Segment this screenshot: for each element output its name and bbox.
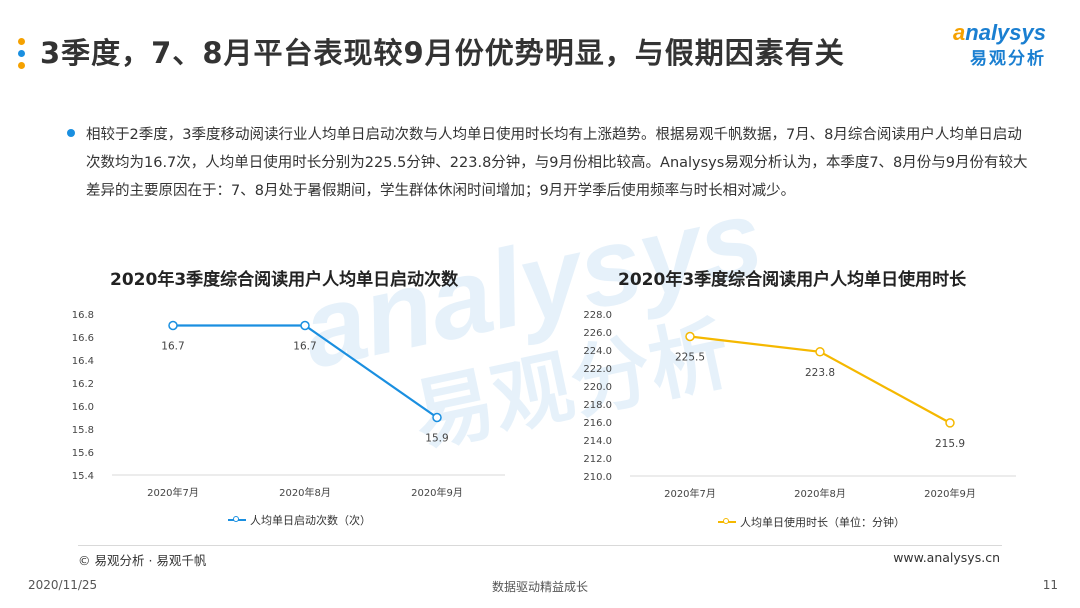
chart-1-y-tick-7: 16.8 (72, 310, 94, 321)
report-date: 2020/11/25 (28, 578, 98, 592)
title-dot-1 (18, 38, 25, 45)
source-credit: © 易观分析 · 易观千帆 (78, 553, 207, 568)
chart-2-y-tick-9: 228.0 (583, 310, 612, 321)
summary-paragraph: 相较于2季度，3季度移动阅读行业人均单日启动次数与人均单日使用时长均有上涨趋势。… (86, 127, 1028, 199)
chart-2-data-label-0: 225.5 (675, 352, 705, 364)
chart-2-y-tick-1: 212.0 (583, 454, 612, 465)
chart-2-legend: 人均单日使用时长（单位：分钟） (718, 514, 905, 530)
title-decoration-dots (18, 38, 26, 74)
chart-2-usage-time: 210.0 212.0 214.0 216.0 218.0 220.0 222.0 224.0… (583, 310, 1016, 500)
chart-2-y-tick-7: 224.0 (583, 346, 612, 357)
chart-2-title: 2020年3季度综合阅读用户人均单日使用时长 (618, 270, 967, 290)
chart-1-point-1 (300, 320, 310, 331)
logo-cn-text: 易观分析 (970, 49, 1046, 69)
title-dot-2 (18, 50, 25, 57)
chart-2-y-tick-2: 214.0 (583, 436, 612, 447)
chart-1-y-tick-2: 15.8 (72, 425, 94, 436)
chart-1-legend-label: 人均单日启动次数（次） (250, 514, 371, 527)
chart-1-x-tick-0: 2020年7月 (147, 486, 199, 499)
chart-1-data-label-0: 16.7 (161, 341, 184, 353)
footer-divider (78, 545, 1002, 546)
chart-2-y-tick-6: 222.0 (583, 364, 612, 375)
chart-1-x-tick-2: 2020年9月 (411, 486, 463, 499)
chart-1-series-line (173, 324, 438, 419)
bullet-icon (67, 129, 75, 137)
chart-2-data-label-1: 223.8 (805, 367, 835, 379)
chart-2-legend-swatch (718, 518, 736, 524)
chart-1-y-tick-4: 16.2 (72, 379, 94, 390)
page-title: 3季度，7、8月平台表现较9月份优势明显，与假期因素有关 (40, 36, 845, 70)
chart-2-y-tick-0: 210.0 (583, 472, 612, 483)
analysys-logo: analysys 易观分析 (936, 20, 1046, 69)
chart-2-y-tick-5: 220.0 (583, 382, 612, 393)
chart-1-legend: 人均单日启动次数（次） (228, 512, 371, 528)
logo-wordmark: analysys (953, 20, 1046, 45)
chart-1-title: 2020年3季度综合阅读用户人均单日启动次数 (110, 270, 459, 290)
chart-1-x-tick-1: 2020年8月 (279, 486, 331, 499)
chart-1-y-tick-5: 16.4 (72, 356, 94, 367)
chart-2-point-1 (815, 347, 825, 357)
chart-2-data-label-2: 215.9 (935, 438, 965, 450)
website-link[interactable]: www.analysys.cn (893, 550, 1000, 565)
chart-1-data-label-2: 15.9 (425, 433, 448, 445)
chart-2-point-0 (685, 331, 695, 342)
chart-1-y-tick-1: 15.6 (72, 448, 94, 459)
chart-1-point-2 (432, 412, 442, 423)
slogan: 数据驱动精益成长 (491, 580, 588, 594)
chart-2-x-tick-2: 2020年9月 (924, 487, 976, 500)
chart-2-point-2 (945, 418, 955, 428)
chart-1-launches: 15.4 15.6 15.8 16.0 16.2 16.4 16.6 16.8 2020年7月 2… (72, 310, 505, 499)
chart-2-y-tick-8: 226.0 (583, 328, 612, 339)
chart-1-data-label-1: 16.7 (293, 341, 316, 353)
chart-1-legend-swatch (228, 516, 246, 522)
chart-2-x-tick-1: 2020年8月 (794, 487, 846, 500)
page-number: 11 (1042, 578, 1058, 592)
chart-2-y-tick-4: 218.0 (583, 400, 612, 411)
chart-2-y-tick-3: 216.0 (583, 418, 612, 429)
chart-2-x-tick-0: 2020年7月 (664, 487, 716, 500)
chart-1-y-tick-6: 16.6 (72, 333, 94, 344)
chart-2-legend-label: 人均单日使用时长（单位：分钟） (740, 516, 905, 529)
chart-1-y-tick-3: 16.0 (72, 402, 94, 413)
chart-1-y-tick-0: 15.4 (72, 471, 94, 482)
title-dot-3 (18, 62, 25, 69)
chart-1-point-0 (168, 320, 178, 331)
